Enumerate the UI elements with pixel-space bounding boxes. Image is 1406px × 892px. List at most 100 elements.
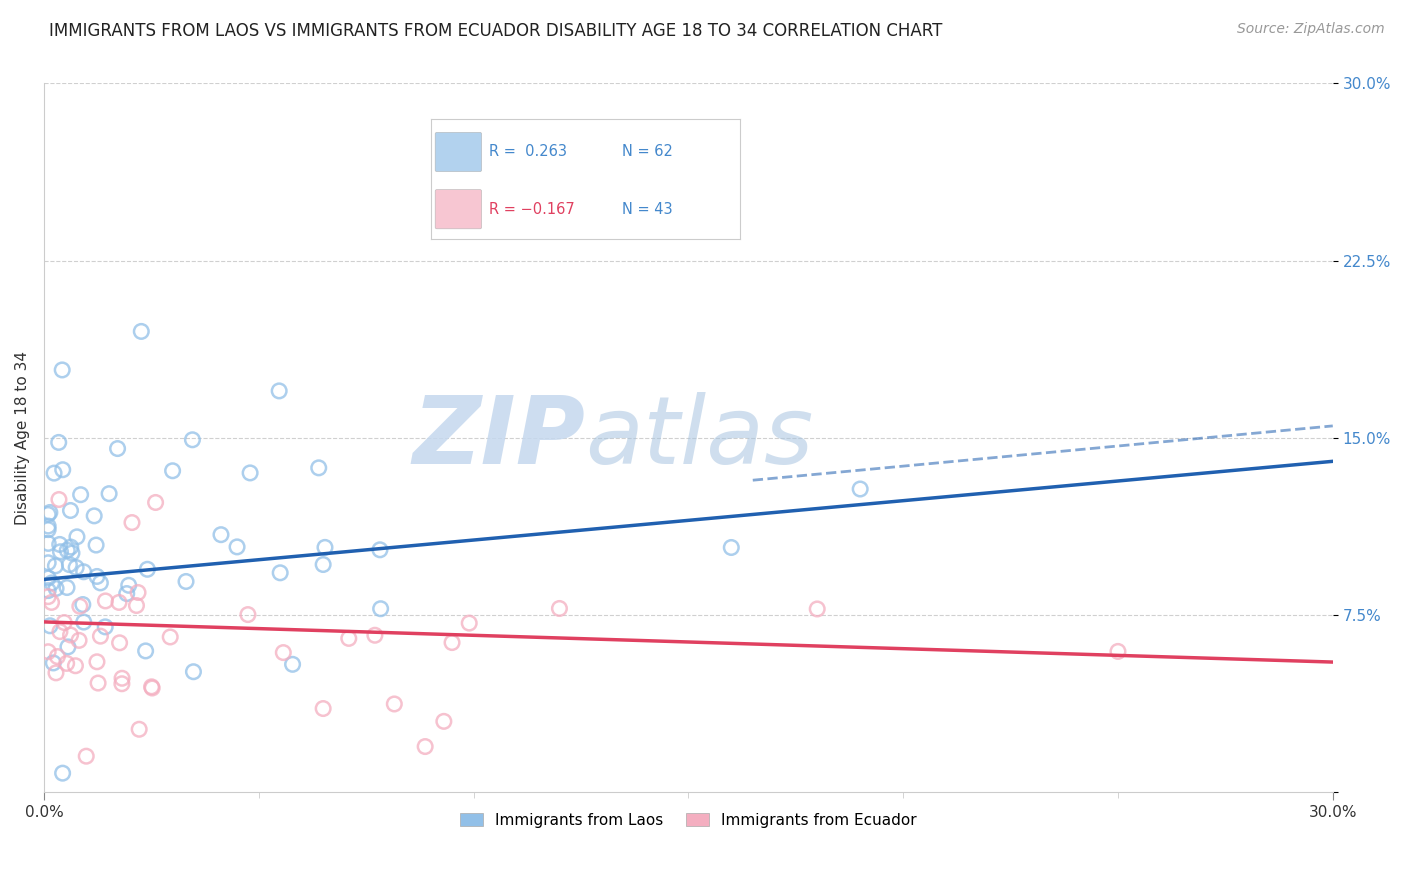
Point	[41, 595, 63, 609]
Point	[60, 546, 83, 560]
Point	[84, 538, 107, 552]
Point	[125, 599, 148, 613]
Point	[48, 537, 70, 551]
Point	[141, 680, 163, 694]
Text: Source: ZipAtlas.com: Source: ZipAtlas.com	[1237, 22, 1385, 37]
Point	[121, 516, 143, 530]
Point	[56, 640, 79, 654]
Point	[98, 486, 121, 500]
Point	[89, 575, 111, 590]
Point	[111, 671, 134, 685]
Point	[38, 506, 60, 520]
Point	[118, 578, 141, 592]
Point	[720, 541, 742, 555]
Point	[115, 586, 138, 600]
Point	[145, 495, 167, 509]
Point	[458, 616, 481, 631]
Point	[111, 677, 134, 691]
Point	[312, 701, 335, 715]
Point	[73, 615, 96, 629]
Point	[141, 681, 163, 695]
Point	[37, 645, 59, 659]
Point	[75, 749, 97, 764]
Point	[41, 576, 63, 591]
Point	[87, 676, 110, 690]
Point	[52, 463, 75, 477]
Point	[441, 635, 464, 649]
Text: IMMIGRANTS FROM LAOS VS IMMIGRANTS FROM ECUADOR DISABILITY AGE 18 TO 34 CORRELAT: IMMIGRANTS FROM LAOS VS IMMIGRANTS FROM …	[49, 22, 942, 40]
Point	[849, 482, 872, 496]
Point	[39, 619, 62, 633]
Point	[269, 566, 291, 580]
Point	[136, 562, 159, 576]
Point	[433, 714, 456, 729]
Point	[53, 615, 76, 630]
Text: atlas: atlas	[585, 392, 814, 483]
Point	[37, 519, 59, 533]
Point	[37, 556, 59, 570]
Point	[312, 558, 335, 572]
Point	[86, 569, 108, 583]
Point	[45, 582, 67, 596]
Point	[56, 581, 79, 595]
Point	[66, 530, 89, 544]
Point	[59, 503, 82, 517]
Point	[83, 508, 105, 523]
Point	[69, 599, 91, 614]
Point	[65, 658, 87, 673]
Point	[108, 636, 131, 650]
Point	[59, 628, 82, 642]
Point	[209, 527, 232, 541]
Point	[129, 325, 152, 339]
Point	[413, 739, 436, 754]
Point	[42, 466, 65, 480]
Point	[239, 466, 262, 480]
Point	[94, 594, 117, 608]
Point	[49, 624, 72, 639]
Point	[236, 607, 259, 622]
Point	[48, 492, 70, 507]
Point	[308, 460, 330, 475]
Text: ZIP: ZIP	[412, 392, 585, 483]
Point	[44, 558, 66, 573]
Point	[37, 523, 59, 537]
Point	[135, 644, 157, 658]
Point	[65, 560, 87, 574]
Point	[181, 433, 204, 447]
Point	[1107, 644, 1129, 658]
Point	[174, 574, 197, 589]
Point	[67, 633, 90, 648]
Point	[162, 464, 184, 478]
Point	[382, 697, 405, 711]
Point	[89, 629, 111, 643]
Point	[37, 536, 59, 550]
Point	[226, 540, 249, 554]
Point	[37, 571, 59, 585]
Point	[281, 657, 304, 672]
Point	[73, 565, 96, 579]
Point	[59, 540, 82, 554]
Point	[56, 543, 79, 558]
Point	[159, 630, 181, 644]
Point	[314, 541, 336, 555]
Point	[46, 649, 69, 664]
Point	[368, 542, 391, 557]
Point	[806, 602, 828, 616]
Point	[51, 363, 73, 377]
Point	[45, 665, 67, 680]
Point	[127, 585, 149, 599]
Point	[69, 488, 91, 502]
Point	[55, 657, 77, 671]
Point	[58, 558, 80, 572]
Point	[48, 435, 70, 450]
Point	[37, 508, 59, 522]
Point	[72, 598, 94, 612]
Point	[548, 601, 571, 615]
Legend: Immigrants from Laos, Immigrants from Ecuador: Immigrants from Laos, Immigrants from Ec…	[454, 806, 922, 834]
Point	[107, 442, 129, 456]
Point	[108, 595, 131, 609]
Point	[128, 723, 150, 737]
Point	[269, 384, 291, 398]
Point	[370, 601, 392, 615]
Point	[86, 655, 108, 669]
